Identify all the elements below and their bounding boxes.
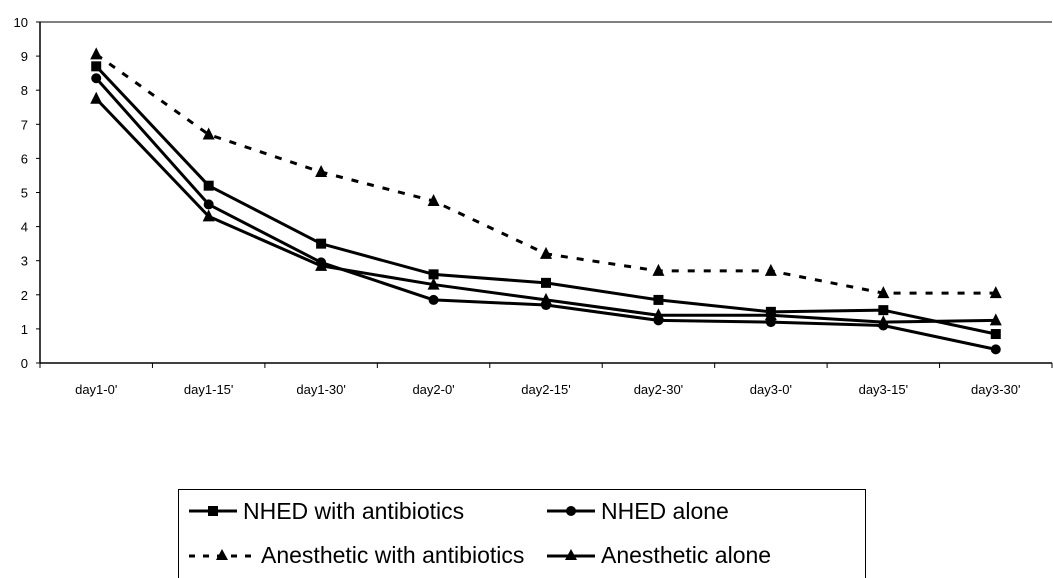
- x-tick-label: day1-30': [296, 382, 345, 397]
- series-nhed-with-antibiotics: [91, 61, 1001, 340]
- data-point-square: [316, 238, 327, 249]
- y-tick-label: 1: [21, 322, 28, 337]
- x-tick-label: day2-0': [412, 382, 454, 397]
- data-point-triangle: [764, 263, 777, 276]
- x-tick-label: day1-15': [184, 382, 233, 397]
- y-tick-label: 5: [21, 186, 28, 201]
- legend-swatch-dashed-triangle: [189, 549, 255, 560]
- y-tick-label: 10: [14, 15, 28, 30]
- data-point-square: [91, 61, 102, 72]
- legend-item-nhed-alone: NHED alone: [545, 496, 729, 526]
- data-point-circle: [203, 199, 214, 210]
- data-point-triangle: [989, 313, 1002, 326]
- legend-label: NHED alone: [601, 497, 729, 524]
- legend-item-anesthetic-with-antibiotics: Anesthetic with antibiotics: [187, 540, 524, 570]
- data-point-square: [990, 329, 1001, 340]
- x-tick-label: day2-30': [634, 382, 683, 397]
- data-point-triangle: [315, 258, 328, 271]
- x-tick-label: day3-0': [750, 382, 792, 397]
- y-tick-label: 3: [21, 254, 28, 269]
- legend-label: NHED with antibiotics: [243, 497, 465, 524]
- legend-label: Anesthetic with antibiotics: [261, 541, 525, 568]
- series-anesthetic-alone: [90, 91, 1002, 328]
- x-tick-label: day2-15': [521, 382, 570, 397]
- y-tick-label: 4: [21, 220, 28, 235]
- legend: NHED with antibiotics NHED alone Anesthe…: [178, 489, 866, 578]
- series-nhed-alone: [91, 73, 1001, 355]
- data-point-square: [653, 294, 664, 305]
- axes: 0 1 2 3 4 5 6 7 8 9 10 day1-0' day1-15' day1-30' day2-…: [14, 15, 1053, 397]
- data-point-triangle: [989, 286, 1002, 299]
- y-tick-label: 6: [21, 151, 28, 166]
- y-tick-label: 9: [21, 49, 28, 64]
- data-point-triangle: [427, 194, 440, 207]
- y-tick-label: 8: [21, 83, 28, 98]
- x-tick-label: day3-15': [859, 382, 908, 397]
- data-point-triangle: [315, 165, 328, 178]
- legend-item-anesthetic-alone: Anesthetic alone: [545, 540, 771, 570]
- data-point-square: [541, 277, 551, 288]
- y-tick-label: 2: [21, 288, 28, 303]
- series-layer: [90, 47, 1002, 355]
- data-point-triangle: [877, 286, 890, 299]
- data-point-triangle: [90, 47, 103, 60]
- x-tick-label: day1-0': [75, 382, 117, 397]
- data-point-triangle: [764, 308, 777, 321]
- legend-swatch-square: [189, 506, 237, 516]
- legend-label: Anesthetic alone: [601, 541, 772, 568]
- data-point-square: [878, 305, 889, 316]
- data-point-circle: [428, 294, 439, 305]
- data-point-square: [428, 269, 439, 280]
- data-point-triangle: [427, 277, 440, 290]
- series-anesthetic-with-antibiotics: [90, 47, 1002, 299]
- data-point-triangle: [202, 127, 215, 140]
- legend-item-nhed-with-antibiotics: NHED with antibiotics: [187, 496, 464, 526]
- data-point-triangle: [540, 292, 552, 305]
- data-point-triangle: [202, 209, 215, 222]
- legend-swatch-circle: [547, 506, 595, 516]
- data-point-square: [203, 180, 214, 191]
- data-point-triangle: [652, 308, 665, 321]
- data-point-circle: [91, 73, 102, 84]
- series-line: [95, 97, 996, 324]
- data-point-triangle: [540, 246, 552, 259]
- data-point-circle: [990, 344, 1001, 355]
- y-tick-label: 0: [21, 356, 28, 371]
- legend-swatch-triangle: [547, 549, 595, 560]
- data-point-triangle: [652, 263, 665, 276]
- y-tick-label: 7: [21, 117, 28, 132]
- x-tick-label: day3-30': [971, 382, 1020, 397]
- data-point-triangle: [877, 315, 890, 328]
- data-point-triangle: [90, 91, 103, 104]
